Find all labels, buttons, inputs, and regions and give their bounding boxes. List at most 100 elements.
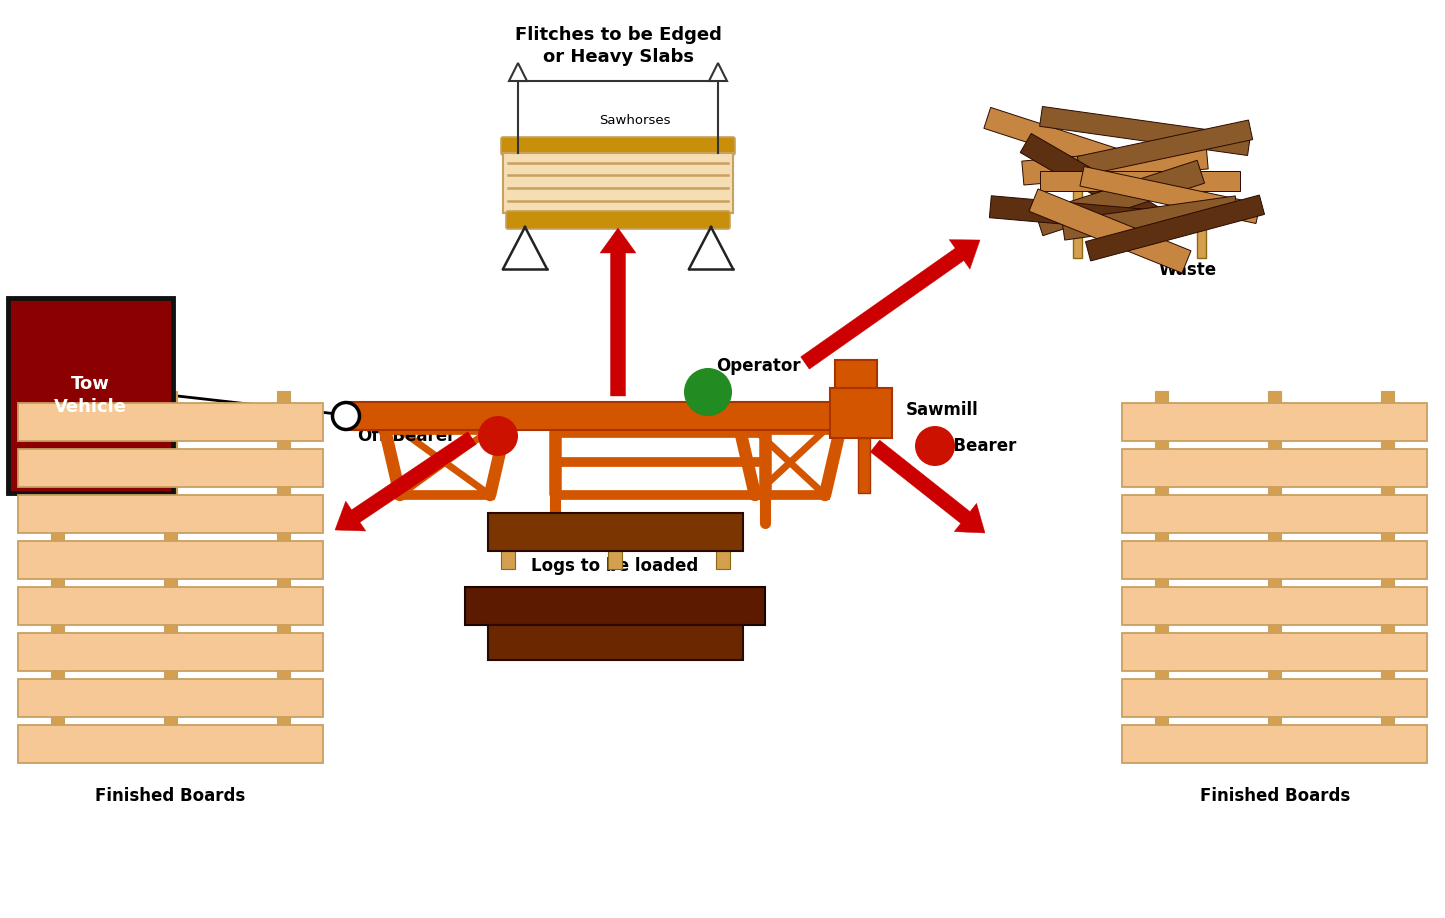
Polygon shape: [335, 431, 477, 531]
Bar: [1155, 391, 1168, 403]
Bar: [715, 607, 730, 625]
Bar: [1269, 437, 1282, 449]
Bar: [277, 713, 290, 725]
Bar: [858, 438, 870, 493]
Bar: [277, 667, 290, 679]
Bar: [1269, 575, 1282, 587]
Bar: [1121, 541, 1428, 579]
Bar: [163, 621, 176, 633]
Bar: [1269, 529, 1282, 541]
Polygon shape: [990, 196, 1181, 234]
Bar: [500, 607, 514, 625]
Bar: [17, 587, 324, 625]
Circle shape: [683, 368, 733, 416]
Bar: [163, 437, 176, 449]
Bar: [51, 621, 64, 633]
Circle shape: [478, 416, 517, 456]
Bar: [1269, 391, 1282, 403]
Bar: [1196, 183, 1207, 258]
Polygon shape: [509, 63, 527, 81]
Bar: [1121, 587, 1428, 625]
Bar: [1381, 437, 1394, 449]
Bar: [51, 391, 64, 403]
Circle shape: [915, 426, 955, 466]
Text: Sawhorses: Sawhorses: [600, 115, 670, 128]
Bar: [1155, 437, 1168, 449]
Bar: [163, 391, 176, 403]
Bar: [163, 529, 176, 541]
Bar: [51, 483, 64, 495]
FancyBboxPatch shape: [506, 211, 730, 229]
Bar: [163, 713, 176, 725]
Bar: [1269, 713, 1282, 725]
Bar: [17, 449, 324, 487]
Polygon shape: [1029, 189, 1191, 273]
Bar: [277, 391, 290, 403]
Bar: [17, 679, 324, 717]
Polygon shape: [1062, 196, 1238, 241]
Bar: [163, 667, 176, 679]
Bar: [503, 153, 733, 213]
Bar: [1269, 621, 1282, 633]
Text: Off-Bearer: Off-Bearer: [357, 427, 455, 445]
Text: Finished Boards: Finished Boards: [95, 787, 246, 805]
Bar: [487, 625, 743, 660]
Bar: [1074, 183, 1082, 258]
Bar: [277, 575, 290, 587]
Bar: [17, 633, 324, 671]
Bar: [1121, 725, 1428, 763]
Bar: [1155, 529, 1168, 541]
Polygon shape: [600, 228, 636, 396]
Text: Finished Boards: Finished Boards: [1199, 787, 1350, 805]
Bar: [51, 437, 64, 449]
Text: Flitches to be Edged
or Heavy Slabs: Flitches to be Edged or Heavy Slabs: [514, 26, 721, 66]
Polygon shape: [709, 63, 727, 81]
Polygon shape: [1039, 106, 1250, 155]
Bar: [1155, 713, 1168, 725]
Bar: [608, 607, 621, 625]
Circle shape: [332, 402, 360, 430]
Bar: [51, 529, 64, 541]
Bar: [500, 551, 514, 569]
Bar: [715, 551, 730, 569]
Bar: [9, 298, 173, 493]
Text: Operator: Operator: [715, 357, 801, 375]
Text: Logs to be loaded: Logs to be loaded: [532, 557, 698, 575]
Bar: [163, 575, 176, 587]
Bar: [1121, 449, 1428, 487]
Polygon shape: [984, 107, 1176, 188]
Polygon shape: [1079, 166, 1260, 223]
Bar: [1121, 679, 1428, 717]
Polygon shape: [801, 240, 980, 369]
Bar: [487, 513, 743, 551]
Bar: [1155, 621, 1168, 633]
Text: Tow
Vehicle: Tow Vehicle: [53, 375, 127, 416]
Bar: [51, 667, 64, 679]
Bar: [1381, 391, 1394, 403]
Bar: [465, 587, 764, 625]
Bar: [1269, 667, 1282, 679]
Bar: [1121, 403, 1428, 441]
Bar: [1121, 633, 1428, 671]
Bar: [17, 495, 324, 533]
Bar: [1381, 529, 1394, 541]
Bar: [277, 529, 290, 541]
Bar: [829, 388, 892, 438]
Bar: [17, 403, 324, 441]
Bar: [1381, 713, 1394, 725]
Polygon shape: [1085, 195, 1264, 261]
Bar: [1381, 575, 1394, 587]
Text: Waste: Waste: [1159, 261, 1217, 279]
Polygon shape: [1022, 145, 1208, 185]
Polygon shape: [870, 440, 985, 533]
Bar: [163, 483, 176, 495]
Bar: [1155, 483, 1168, 495]
Bar: [835, 360, 877, 388]
Bar: [350, 402, 855, 430]
Bar: [277, 621, 290, 633]
Polygon shape: [1036, 161, 1205, 236]
FancyBboxPatch shape: [501, 137, 736, 155]
Bar: [17, 725, 324, 763]
Polygon shape: [1078, 120, 1253, 176]
Bar: [51, 575, 64, 587]
